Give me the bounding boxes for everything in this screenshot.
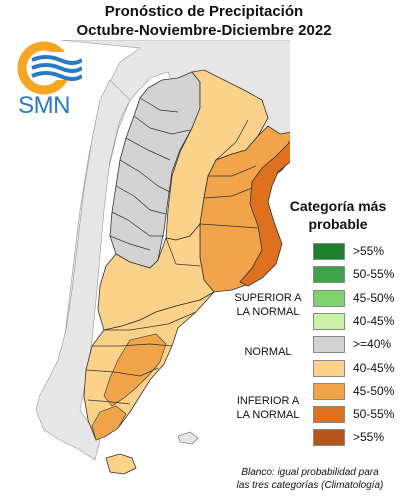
footnote-line-1: Blanco: igual probabilidad para [241, 467, 379, 478]
legend-label: 50-55% [353, 407, 395, 422]
legend-title: Categoría más probable [272, 197, 404, 233]
title-line-1: Pronóstico de Precipitación [104, 3, 304, 20]
legend-swatch [313, 266, 345, 284]
legend-swatch [313, 336, 345, 354]
legend-label: 45-50% [353, 383, 395, 398]
legend-swatch [313, 243, 345, 260]
legend-swatch [313, 406, 345, 424]
legend-swatch [313, 289, 345, 307]
legend-label: 40-45% [353, 313, 395, 328]
legend-label: >55% [353, 430, 385, 445]
islas-malvinas [177, 431, 199, 445]
tierra-del-fuego [105, 453, 137, 475]
smn-logo-icon [17, 41, 82, 95]
province-borders [85, 97, 259, 405]
title-line-2: Octubre-Noviembre-Diciembre 2022 [76, 22, 332, 39]
region-inferior-45-50-south [91, 405, 127, 441]
smn-logo-text: SMN [18, 92, 70, 119]
argentina-forecast-map [35, 40, 290, 475]
legend-group-superior: SUPERIOR A LA NORMAL [227, 291, 309, 319]
legend-group-normal: NORMAL [227, 345, 309, 359]
legend-group-inferior: INFERIOR A LA NORMAL [227, 394, 309, 422]
legend-swatch [313, 382, 345, 400]
chile-coast [35, 79, 131, 461]
legend-label: 40-45% [353, 360, 395, 375]
region-inferior-45-50-patagonia [103, 333, 167, 407]
legend-swatch [313, 312, 345, 330]
legend-title-line-2: probable [308, 216, 368, 232]
footnote: Blanco: igual probabilidad para las tres… [212, 466, 408, 492]
legend-title-line-1: Categoría más [289, 198, 387, 214]
footnote-line-2: las tres categorías (Climatología) [236, 480, 384, 491]
legend-label: >=40% [353, 337, 392, 352]
map-title: Pronóstico de Precipitación Octubre-Novi… [0, 2, 408, 40]
legend-label: 50-55% [353, 267, 395, 282]
legend-label: >55% [353, 244, 385, 258]
legend-swatch [313, 359, 345, 377]
legend-label: 45-50% [353, 290, 395, 305]
region-inferior-50-55-east [239, 140, 290, 287]
legend-swatch [313, 429, 345, 447]
